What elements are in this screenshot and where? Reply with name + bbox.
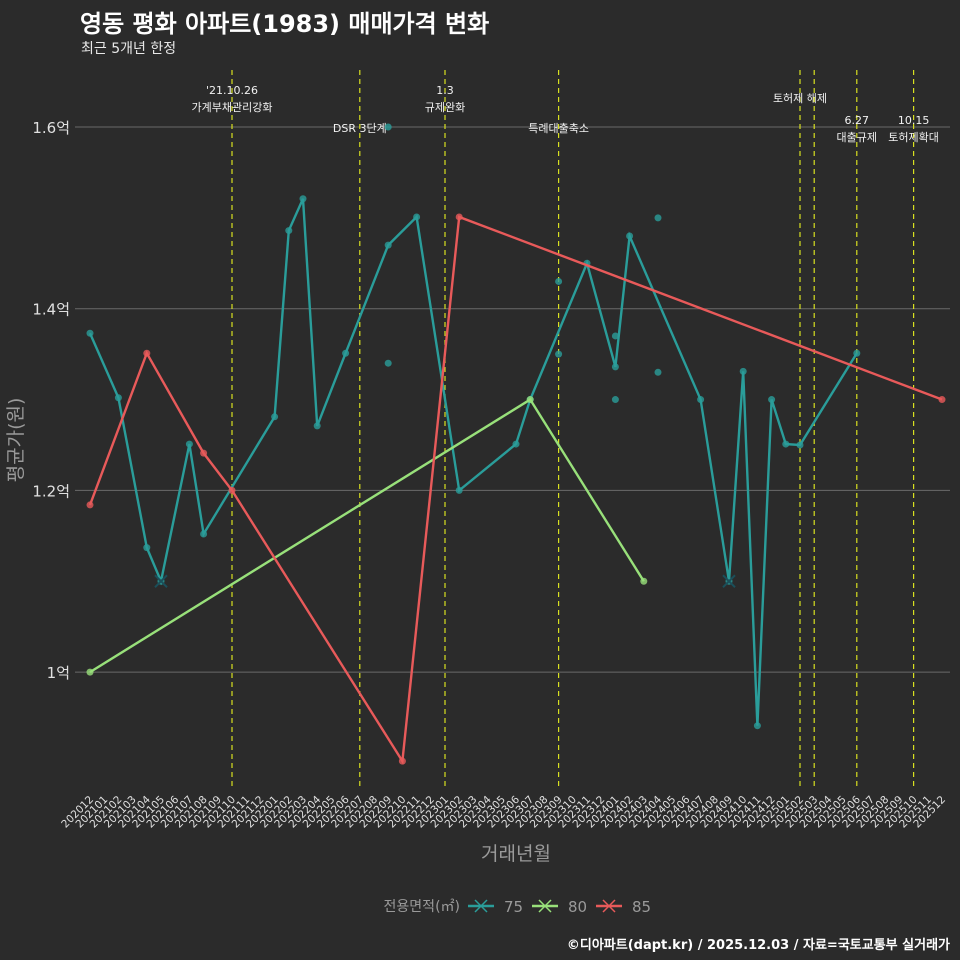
data-point-75 <box>782 440 790 448</box>
series-line-80 <box>89 397 645 674</box>
legend-label-80: 80 <box>568 898 587 916</box>
data-point-75 <box>185 440 193 448</box>
event-annotation: 토허제 해제 <box>773 91 827 105</box>
event-annotation: 규제완화 <box>425 101 465 114</box>
data-point-75 <box>384 123 392 131</box>
data-point-85 <box>455 213 463 221</box>
event-annotation: 토허제확대 <box>888 131 939 144</box>
x-axis-title: 거래년월 <box>481 843 551 865</box>
data-point-75 <box>739 367 747 375</box>
data-point-75 <box>697 396 705 404</box>
cross-marker-75 <box>154 574 168 588</box>
legend-marker-80 <box>538 899 552 913</box>
chart-subtitle: 최근 5개년 한정 <box>81 41 177 57</box>
y-axis-title: 평균가(원) <box>5 398 27 483</box>
data-point-75 <box>200 530 208 538</box>
data-point-80 <box>640 577 648 585</box>
data-point-75 <box>313 422 321 430</box>
y-tick-label: 1.4억 <box>32 301 70 319</box>
legend-marker-75 <box>474 899 488 913</box>
data-point-75 <box>753 722 761 730</box>
cross-marker-75 <box>722 574 736 588</box>
data-point-75 <box>384 359 392 367</box>
data-point-85 <box>143 349 151 357</box>
data-point-85 <box>938 396 946 404</box>
data-point-75 <box>555 277 563 285</box>
source-caption: ©디아파트(dapt.kr) / 2025.12.03 / 자료=국토교통부 실… <box>566 938 950 953</box>
data-point-75 <box>512 440 520 448</box>
data-point-75 <box>413 213 421 221</box>
data-point-80 <box>86 668 94 676</box>
data-point-75 <box>285 227 293 235</box>
y-tick-label: 1.2억 <box>32 482 70 500</box>
event-annotation: 가계부채관리강화 <box>192 101 273 114</box>
data-point-85 <box>228 486 236 494</box>
event-annotation: 10.15 <box>898 114 930 127</box>
data-point-75 <box>555 350 563 358</box>
data-point-75 <box>768 396 776 404</box>
data-point-75 <box>114 394 122 402</box>
event-annotation: DSR 3단계 <box>333 122 387 135</box>
series-line-75 <box>88 198 858 726</box>
data-point-75 <box>796 441 804 449</box>
event-annotation: '21.10.26 <box>206 84 258 97</box>
legend-label-85: 85 <box>632 898 651 916</box>
data-point-75 <box>626 232 634 240</box>
y-tick-label: 1억 <box>47 664 70 682</box>
legend-label-75: 75 <box>504 898 523 916</box>
y-tick-label: 1.6억 <box>32 119 70 137</box>
data-point-75 <box>342 349 350 357</box>
data-point-75 <box>86 329 94 337</box>
event-annotation: 6.27 <box>845 114 870 127</box>
data-point-80 <box>526 396 534 404</box>
data-point-75 <box>611 363 619 371</box>
data-point-85 <box>398 757 406 765</box>
legend-title: 전용면적(㎡) <box>384 899 460 915</box>
data-point-75 <box>654 368 662 376</box>
data-point-75 <box>271 413 279 421</box>
chart-title: 영동 평화 아파트(1983) 매매가격 변화 <box>80 10 490 38</box>
data-point-85 <box>86 501 94 509</box>
event-annotation: 대출규제 <box>837 131 877 144</box>
data-point-75 <box>143 544 151 552</box>
data-point-75 <box>611 332 619 340</box>
data-point-75 <box>654 214 662 222</box>
data-point-75 <box>853 349 861 357</box>
data-point-75 <box>384 241 392 249</box>
data-point-75 <box>611 396 619 404</box>
data-point-85 <box>200 449 208 457</box>
event-annotation: 1.3 <box>436 84 454 97</box>
data-point-75 <box>299 195 307 203</box>
legend-marker-85 <box>602 899 616 913</box>
data-point-75 <box>455 486 463 494</box>
event-annotation: 특례대출축소 <box>528 122 589 135</box>
